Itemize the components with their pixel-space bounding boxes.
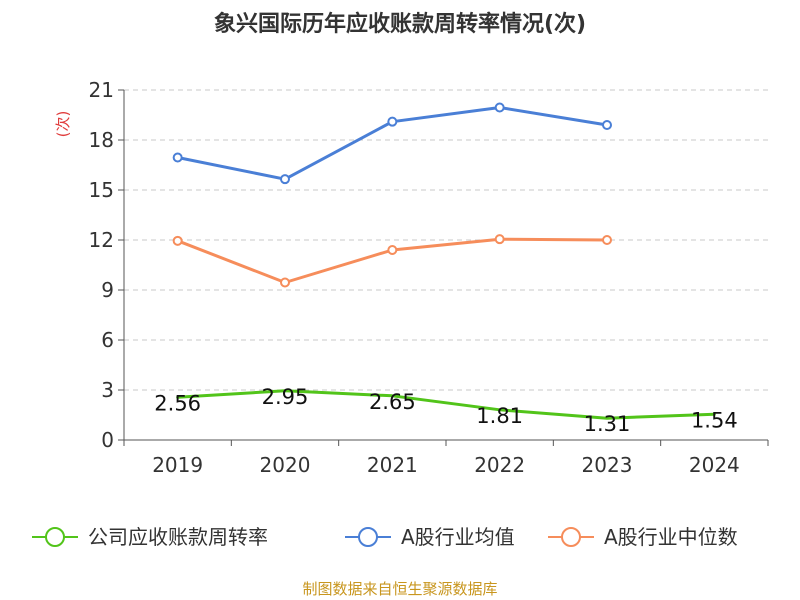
y-tick-label-21: 21 bbox=[89, 78, 114, 102]
chart-title: 象兴国际历年应收账款周转率情况(次) bbox=[213, 12, 587, 37]
legend-marker-1 bbox=[358, 527, 378, 547]
data-point-2-2020[interactable] bbox=[280, 277, 290, 288]
data-label-2020: 2.95 bbox=[262, 385, 309, 409]
legend-marker-0 bbox=[45, 527, 65, 547]
y-tick-label-12: 12 bbox=[89, 228, 114, 252]
data-label-2022: 1.81 bbox=[476, 404, 523, 428]
data-labels: 2.56 2.95 2.65 1.81 1.31 1.54 bbox=[154, 385, 737, 436]
data-label-2024: 1.54 bbox=[691, 408, 738, 432]
series-line-0 bbox=[176, 389, 716, 420]
y-tick-label-3: 3 bbox=[101, 378, 114, 402]
y-tick-label-15: 15 bbox=[89, 178, 114, 202]
legend[interactable]: 公司应收账款周转率 A股行业均值 A股行业中位数 bbox=[32, 525, 738, 549]
data-point-2-2021[interactable] bbox=[387, 245, 398, 255]
x-tick-label-2022: 2022 bbox=[474, 453, 525, 477]
x-tick-label-2019: 2019 bbox=[152, 453, 203, 477]
legend-item-1[interactable]: A股行业均值 bbox=[345, 525, 515, 549]
data-point-1-2021[interactable] bbox=[387, 116, 398, 127]
data-point-1-2022[interactable] bbox=[494, 102, 505, 113]
series-lines bbox=[172, 102, 716, 420]
source-note: 制图数据来自恒生聚源数据库 bbox=[302, 580, 498, 598]
data-point-2-2019[interactable] bbox=[172, 235, 183, 246]
data-label-2023: 1.31 bbox=[584, 412, 631, 436]
x-tick-label-2021: 2021 bbox=[367, 453, 418, 477]
data-point-2-2023[interactable] bbox=[602, 235, 612, 245]
legend-item-2[interactable]: A股行业中位数 bbox=[548, 525, 738, 549]
y-tick-label-9: 9 bbox=[101, 278, 114, 302]
legend-label-1: A股行业均值 bbox=[401, 525, 515, 549]
y-tick-label-18: 18 bbox=[89, 128, 114, 152]
data-label-2019: 2.56 bbox=[154, 391, 201, 415]
legend-label-0: 公司应收账款周转率 bbox=[88, 525, 268, 549]
axes: 0 3 6 9 12 15 18 21 2019 2020 2021 2022 2023 2024 (次) bbox=[54, 78, 769, 477]
x-tick-label-2020: 2020 bbox=[260, 453, 311, 477]
data-point-1-2020[interactable] bbox=[280, 174, 290, 185]
legend-item-0[interactable]: 公司应收账款周转率 bbox=[32, 525, 268, 549]
legend-label-2: A股行业中位数 bbox=[604, 525, 738, 549]
data-label-2021: 2.65 bbox=[369, 390, 416, 414]
data-point-1-2019[interactable] bbox=[172, 152, 183, 163]
data-point-1-2023[interactable] bbox=[602, 120, 612, 130]
y-tick-label-0: 0 bbox=[101, 428, 114, 452]
grid-lines bbox=[124, 89, 768, 391]
legend-marker-2 bbox=[561, 527, 581, 547]
y-axis-label: (次) bbox=[54, 111, 72, 138]
x-tick-label-2023: 2023 bbox=[582, 453, 633, 477]
data-point-2-2022[interactable] bbox=[494, 234, 505, 245]
x-tick-label-2024: 2024 bbox=[689, 453, 740, 477]
y-tick-label-6: 6 bbox=[101, 328, 114, 352]
